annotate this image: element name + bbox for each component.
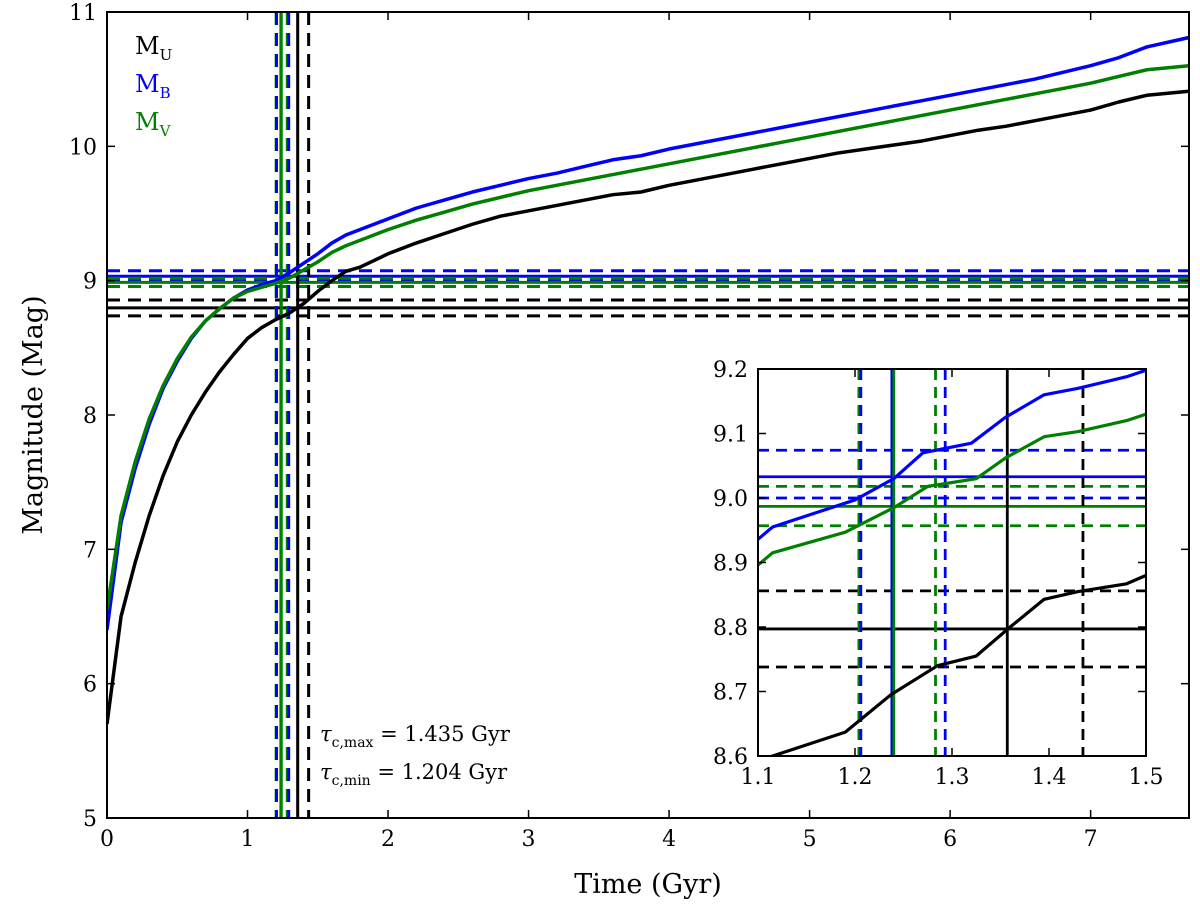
inset-ytick-label: 8.7 <box>713 681 748 706</box>
main-series-M_U <box>107 89 1189 725</box>
annotation-c-max: τc,max = 1.435 Gyr <box>320 722 511 751</box>
main-ytick-label: 5 <box>83 807 97 832</box>
main-xtick-label: 4 <box>662 827 676 852</box>
inset-background <box>758 369 1146 756</box>
inset-xtick-label: 1.2 <box>838 765 873 790</box>
main-xtick-label: 6 <box>943 827 957 852</box>
legend-entry-subscript: B <box>160 84 171 102</box>
y-axis-title: Magnitude (Mag) <box>18 295 49 534</box>
legend-entry-subscript: U <box>160 46 173 64</box>
main-ytick-label: 11 <box>69 1 97 26</box>
main-xtick-label: 0 <box>100 827 114 852</box>
inset-series-M_B <box>758 369 1146 541</box>
annotation-value: = 1.204 Gyr <box>371 760 508 784</box>
inset-ytick-label: 8.8 <box>713 616 748 641</box>
main-xtick-label: 2 <box>381 827 395 852</box>
main-xtick-label: 1 <box>241 827 255 852</box>
main-ytick-label: 9 <box>83 270 97 295</box>
main-xtick-label: 7 <box>1084 827 1098 852</box>
annotation-subscript: c,min <box>332 773 371 789</box>
main-ytick-label: 6 <box>83 673 97 698</box>
inset-xtick-label: 1.4 <box>1032 765 1067 790</box>
annotation-symbol: τ <box>320 760 332 784</box>
inset-ytick-label: 9.2 <box>713 358 748 383</box>
x-axis-title: Time (Gyr) <box>574 869 722 900</box>
inset-series-M_V <box>758 412 1146 567</box>
inset-ytick-label: 8.9 <box>713 552 748 577</box>
annotation-symbol: τ <box>320 722 332 746</box>
main-series-M_V <box>107 63 1189 611</box>
legend-entry-main: M <box>135 108 160 136</box>
main-xtick-label: 5 <box>803 827 817 852</box>
inset-ytick-label: 8.6 <box>713 745 748 770</box>
legend-entry-M_U: MU <box>135 32 172 64</box>
inset-series-M_U <box>765 573 1146 756</box>
legend-entry-subscript: V <box>159 122 172 140</box>
main-ytick-label: 8 <box>83 404 97 429</box>
legend-entry-M_V: MV <box>135 108 172 140</box>
main-ytick-label: 10 <box>69 135 97 160</box>
inset-ytick-label: 9.0 <box>713 487 748 512</box>
annotation-value: = 1.435 Gyr <box>373 722 510 746</box>
inset-plot-area <box>758 369 1146 756</box>
inset-xtick-label: 1.3 <box>935 765 970 790</box>
inset-ytick-label: 9.1 <box>713 423 748 448</box>
annotation-subscript: c,max <box>332 735 374 751</box>
legend-entry-M_B: MB <box>135 70 171 102</box>
legend-entry-main: M <box>135 70 160 98</box>
legend-entry-main: M <box>135 32 160 60</box>
annotation-c-min: τc,min = 1.204 Gyr <box>320 760 508 789</box>
inset-xtick-label: 1.5 <box>1129 765 1164 790</box>
inset-xtick-label: 1.1 <box>741 765 776 790</box>
main-xtick-label: 3 <box>522 827 536 852</box>
main-ytick-label: 7 <box>83 538 97 563</box>
main-plot-area <box>107 12 1189 818</box>
